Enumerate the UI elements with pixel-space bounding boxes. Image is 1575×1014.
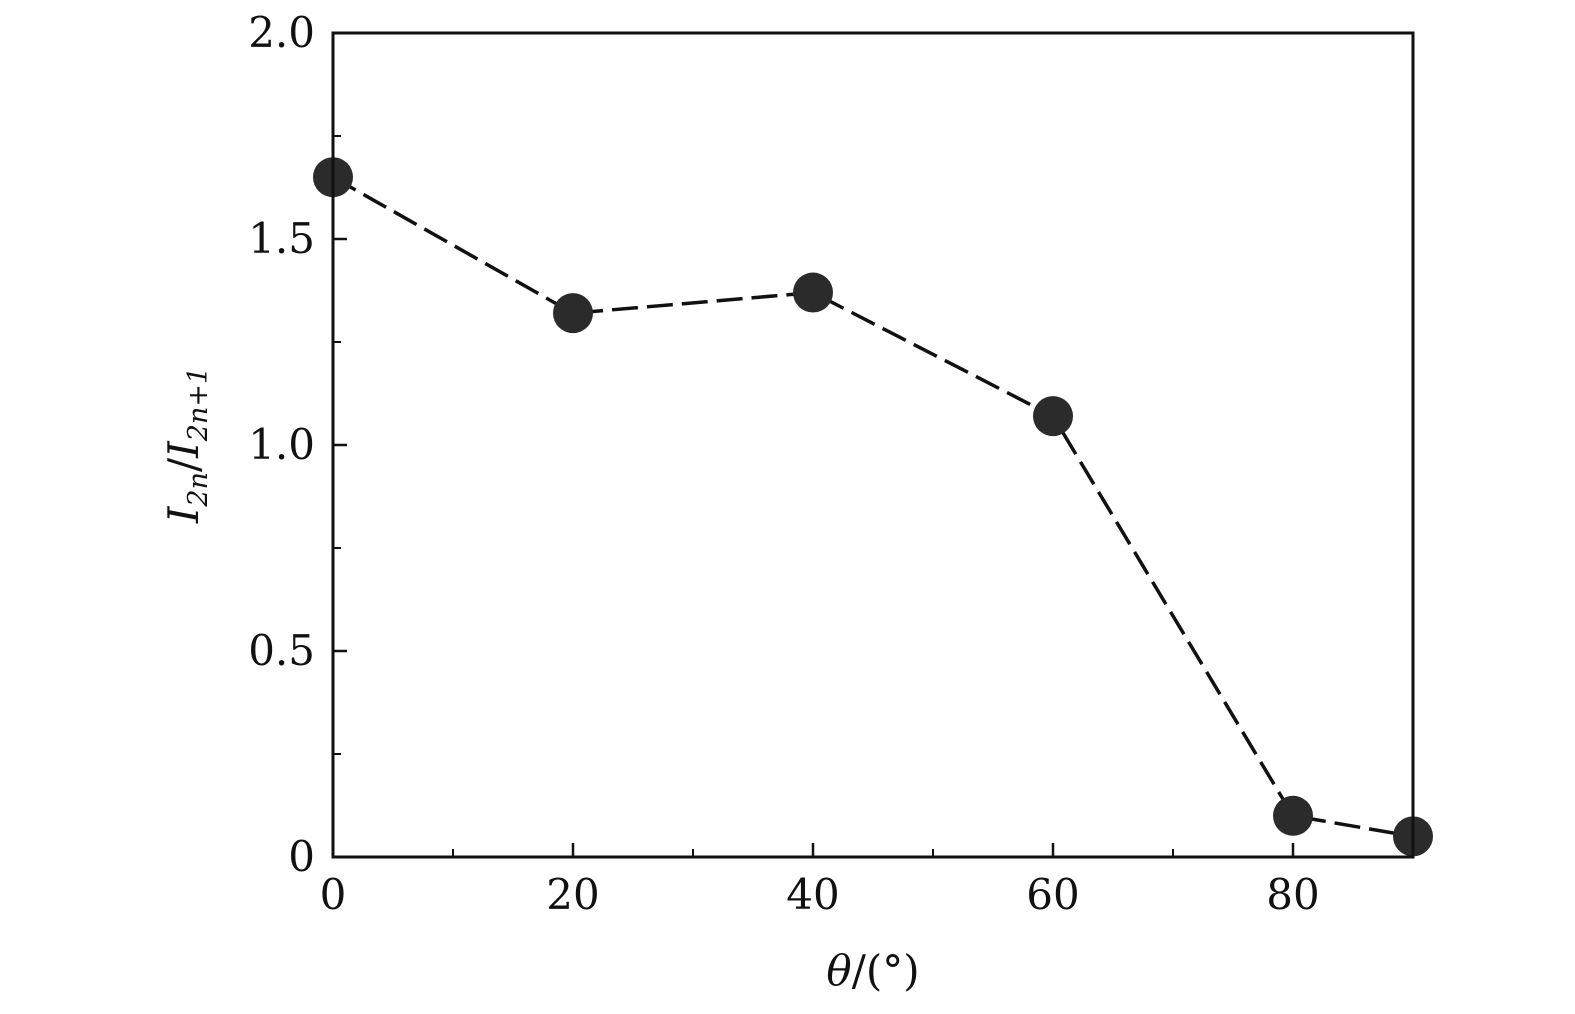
- data-point: [1273, 795, 1313, 836]
- y-axis-numerator-sub: 2n: [183, 472, 214, 508]
- y-tick-label: 0.5: [248, 626, 315, 675]
- series-line: [332, 175, 1414, 839]
- plot-frame: [331, 31, 1415, 859]
- y-tick-label: 2.0: [248, 8, 315, 57]
- data-point: [553, 293, 593, 334]
- x-tick-label: 40: [786, 870, 839, 919]
- y-axis-denominator-sub: 2n+1: [183, 367, 214, 442]
- data-point: [1033, 396, 1073, 437]
- x-axis-symbol: θ: [826, 946, 851, 995]
- x-tick-label: 20: [546, 870, 599, 919]
- axis-ticks: [331, 31, 1295, 859]
- y-axis-slash: /: [159, 457, 208, 472]
- x-axis-unit: /(°): [852, 946, 920, 995]
- data-series: [313, 157, 1433, 857]
- y-tick-label: 0: [288, 832, 315, 881]
- y-tick-label: 1.5: [248, 214, 315, 263]
- y-axis-denominator: I: [159, 440, 208, 459]
- y-tick-label: 1.0: [248, 420, 315, 469]
- x-axis-title: θ/(°): [826, 946, 919, 995]
- y-axis-numerator: I: [159, 505, 208, 524]
- y-axis-title: I2n/I2n+1: [159, 367, 214, 524]
- tick-labels: 0 20 40 60 80 0 0.5 1.0 1.5 2.0: [248, 8, 1320, 919]
- x-tick-label: 80: [1266, 870, 1319, 919]
- x-tick-label: 0: [320, 870, 347, 919]
- x-tick-label: 60: [1026, 870, 1079, 919]
- data-point: [793, 272, 833, 313]
